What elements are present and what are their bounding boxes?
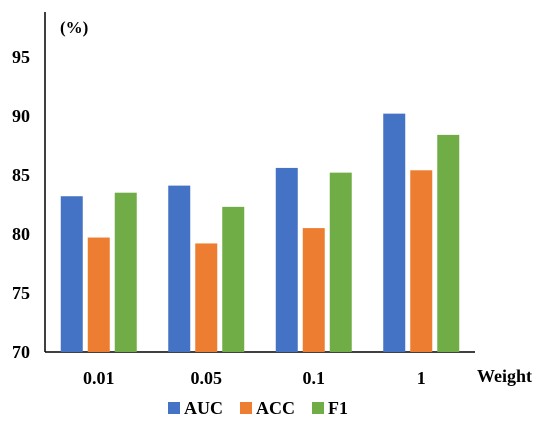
legend-swatch-f1 bbox=[312, 402, 324, 414]
y-tick-label: 70 bbox=[12, 342, 30, 362]
legend-swatch-acc bbox=[240, 402, 252, 414]
bar-auc-0.01 bbox=[60, 196, 83, 352]
bar-auc-0.05 bbox=[168, 185, 191, 352]
bar-f1-0.01 bbox=[114, 192, 137, 352]
legend-label-f1: F1 bbox=[328, 398, 348, 418]
bar-acc-0.05 bbox=[195, 243, 218, 352]
x-tick-label: 0.05 bbox=[191, 368, 223, 388]
bar-acc-1 bbox=[410, 170, 433, 352]
bar-f1-0.05 bbox=[222, 206, 245, 352]
y-tick-label: 85 bbox=[12, 165, 30, 185]
bar-acc-0.1 bbox=[302, 228, 325, 352]
x-tick-labels: 0.01 0.05 0.1 1 bbox=[83, 368, 426, 388]
x-axis-title: Weight bbox=[477, 366, 532, 386]
y-tick-label: 80 bbox=[12, 224, 30, 244]
x-tick-label: 1 bbox=[417, 368, 426, 388]
bar-f1-1 bbox=[437, 134, 460, 352]
bars bbox=[60, 113, 460, 352]
bar-f1-0.1 bbox=[329, 172, 352, 352]
legend: AUC ACC F1 bbox=[168, 398, 348, 418]
y-tick-label: 90 bbox=[12, 106, 30, 126]
legend-swatch-auc bbox=[168, 402, 180, 414]
x-tick-label: 0.01 bbox=[83, 368, 115, 388]
y-tick-labels: 70 75 80 85 90 95 bbox=[12, 47, 30, 362]
y-tick-label: 75 bbox=[12, 283, 30, 303]
y-unit-label: (%) bbox=[60, 18, 88, 37]
y-tick-label: 95 bbox=[12, 47, 30, 67]
legend-label-acc: ACC bbox=[256, 398, 295, 418]
bar-auc-0.1 bbox=[275, 167, 298, 352]
bar-auc-1 bbox=[383, 113, 406, 352]
legend-label-auc: AUC bbox=[184, 398, 223, 418]
bar-acc-0.01 bbox=[87, 237, 110, 352]
x-tick-label: 0.1 bbox=[303, 368, 326, 388]
